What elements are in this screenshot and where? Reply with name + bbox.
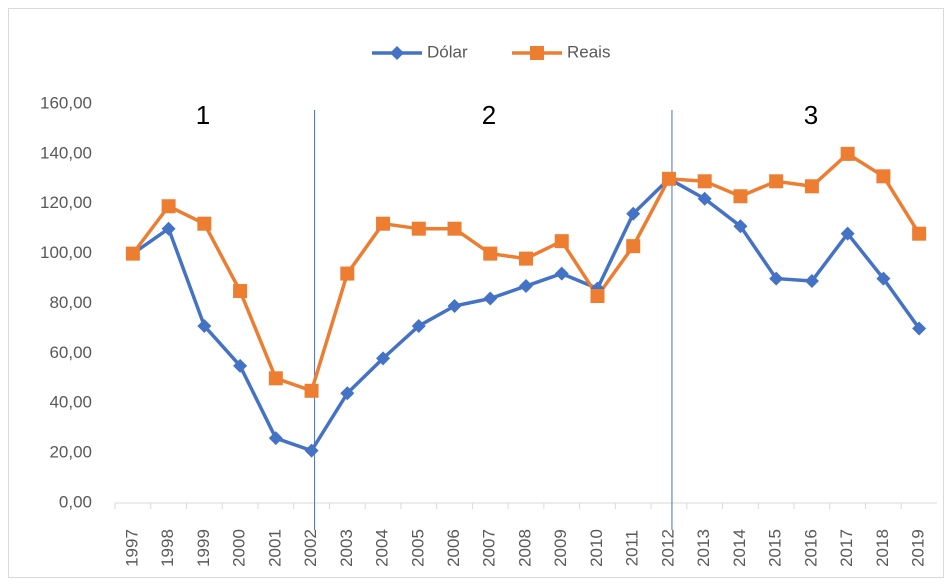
point bbox=[304, 383, 319, 398]
point bbox=[804, 179, 819, 194]
legend-label: Dólar bbox=[427, 42, 468, 61]
point bbox=[769, 271, 784, 286]
x-tick-label: 2005 bbox=[408, 529, 427, 567]
point bbox=[912, 321, 927, 336]
y-tick-label: 120,00 bbox=[40, 193, 92, 212]
point bbox=[268, 431, 283, 446]
x-tick-label: 2003 bbox=[337, 529, 356, 567]
point bbox=[530, 46, 544, 60]
x-tick-label: 2013 bbox=[694, 529, 713, 567]
x-tick-label: 2010 bbox=[587, 529, 606, 567]
x-tick-label: 2002 bbox=[301, 529, 320, 567]
point bbox=[519, 251, 533, 266]
y-tick-label: 100,00 bbox=[40, 243, 92, 262]
x-tick-label: 2012 bbox=[658, 529, 677, 567]
point bbox=[733, 219, 748, 234]
point bbox=[912, 226, 927, 241]
x-tick-label: 2015 bbox=[766, 529, 785, 567]
point bbox=[804, 274, 819, 289]
point bbox=[268, 371, 283, 386]
x-tick-label: 2006 bbox=[444, 529, 463, 567]
point bbox=[554, 234, 569, 249]
annotation: 3 bbox=[804, 100, 818, 130]
point bbox=[376, 216, 391, 231]
chart-border bbox=[8, 8, 944, 578]
x-tick-label: 2016 bbox=[801, 529, 820, 567]
x-tick-label: 2004 bbox=[373, 529, 392, 567]
point bbox=[769, 174, 784, 189]
annotation: 1 bbox=[196, 100, 210, 130]
y-tick-label: 160,00 bbox=[40, 93, 92, 112]
x-tick-label: 2000 bbox=[230, 529, 249, 567]
y-tick-label: 20,00 bbox=[49, 443, 92, 462]
point bbox=[390, 46, 404, 60]
annotation: 2 bbox=[482, 100, 496, 130]
y-tick-label: 140,00 bbox=[40, 143, 92, 162]
x-tick-label: 2001 bbox=[265, 529, 284, 567]
point bbox=[626, 206, 641, 221]
point bbox=[161, 199, 176, 214]
x-tick-label: 2018 bbox=[873, 529, 892, 567]
x-tick-label: 2017 bbox=[837, 529, 856, 567]
point bbox=[519, 279, 533, 294]
point bbox=[554, 266, 569, 281]
point bbox=[376, 351, 391, 366]
point bbox=[876, 169, 891, 184]
point bbox=[626, 239, 641, 254]
point bbox=[197, 318, 212, 333]
x-tick-label: 1999 bbox=[194, 529, 213, 567]
point bbox=[697, 174, 712, 189]
point bbox=[125, 246, 140, 261]
point bbox=[161, 221, 176, 236]
point bbox=[447, 298, 462, 313]
point bbox=[840, 146, 855, 161]
x-tick-label: 2011 bbox=[623, 530, 642, 567]
x-tick-label: 2019 bbox=[909, 529, 928, 567]
x-tick-label: 2008 bbox=[515, 529, 534, 567]
point bbox=[840, 226, 855, 241]
y-tick-label: 60,00 bbox=[49, 343, 92, 362]
y-tick-label: 0,00 bbox=[59, 492, 92, 511]
x-tick-label: 1997 bbox=[122, 529, 141, 567]
point bbox=[411, 318, 426, 333]
point bbox=[661, 171, 676, 186]
point bbox=[483, 291, 498, 306]
point bbox=[876, 271, 891, 286]
point bbox=[340, 266, 355, 281]
x-tick-label: 1998 bbox=[158, 529, 177, 567]
x-tick-label: 2007 bbox=[480, 529, 499, 567]
x-tick-label: 2009 bbox=[551, 529, 570, 567]
y-tick-label: 40,00 bbox=[49, 393, 92, 412]
point bbox=[447, 221, 462, 236]
point bbox=[411, 221, 426, 236]
point bbox=[233, 284, 248, 299]
point bbox=[233, 358, 248, 373]
y-tick-label: 80,00 bbox=[49, 293, 92, 312]
point bbox=[304, 443, 319, 458]
point bbox=[733, 189, 748, 204]
x-tick-label: 2014 bbox=[730, 529, 749, 567]
point bbox=[483, 246, 498, 261]
point bbox=[340, 386, 355, 401]
legend-label: Reais bbox=[567, 42, 610, 61]
point bbox=[697, 191, 712, 206]
point bbox=[197, 216, 212, 231]
point bbox=[590, 289, 605, 304]
